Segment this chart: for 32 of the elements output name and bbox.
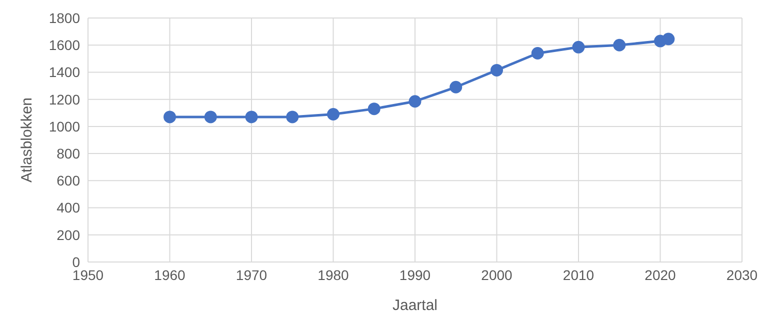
- x-tick-label: 2030: [726, 266, 758, 283]
- point: [327, 108, 340, 120]
- point: [662, 32, 675, 46]
- x-axis-title: Jaartal: [392, 297, 438, 314]
- x-tick-label: 1980: [318, 266, 350, 283]
- y-tick-label: 1400: [48, 64, 80, 80]
- y-axis-title: Atlasblokken: [18, 97, 36, 183]
- x-tick-label: 1970: [236, 266, 268, 283]
- point: [613, 38, 626, 52]
- x-tick-label: 2000: [481, 266, 513, 283]
- y-tick-label: 1000: [48, 118, 80, 134]
- y-tick-label: 1200: [48, 91, 80, 108]
- y-tick-label: 600: [56, 172, 80, 189]
- y-tick-label: 800: [56, 146, 80, 162]
- point: [286, 110, 299, 124]
- y-tick-label: 400: [56, 200, 80, 216]
- point: [572, 40, 585, 54]
- x-tick-label: 2010: [562, 266, 594, 283]
- point: [531, 46, 544, 60]
- y-tick-label: 1800: [48, 10, 80, 26]
- x-tick-label: 1990: [399, 266, 431, 283]
- point: [245, 110, 258, 124]
- point: [164, 110, 176, 124]
- x-tick-label: 1960: [154, 266, 186, 283]
- point: [408, 95, 422, 108]
- point: [490, 64, 503, 76]
- y-tick-label: 200: [56, 226, 80, 243]
- point: [204, 110, 217, 124]
- x-tick-label: 2020: [644, 266, 676, 283]
- point: [368, 102, 380, 116]
- point: [450, 80, 462, 94]
- y-tick-label: 1600: [48, 37, 80, 54]
